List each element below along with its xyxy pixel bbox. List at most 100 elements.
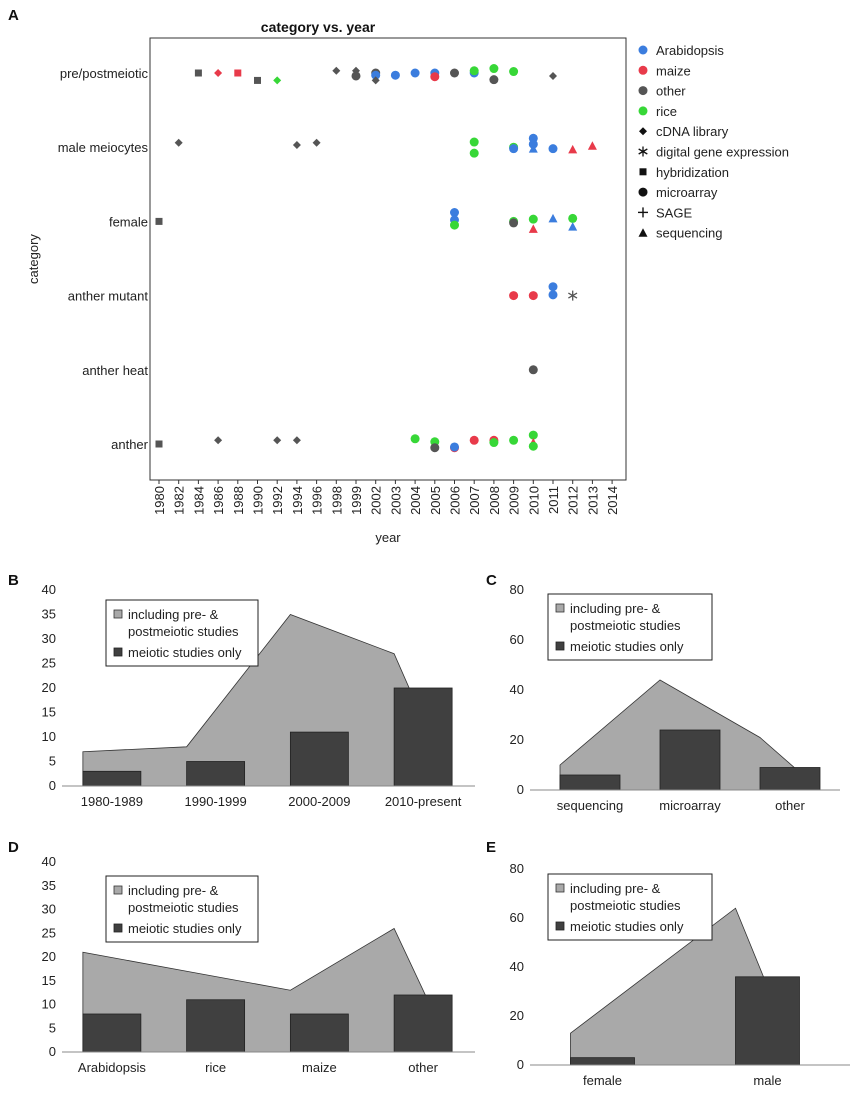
scatter-point [312,138,321,147]
scatter-category-label: male meiocytes [58,140,149,155]
scatter-point [214,69,223,77]
scatter-category-label: anther [111,437,149,452]
scatter-x-tick-label: 2011 [546,486,561,514]
scatter-point [528,214,538,224]
x-category-label: 2000-2009 [288,794,350,809]
y-tick-label: 30 [42,631,56,646]
legend-label-line1: including pre- & [128,883,219,898]
scatter-x-tick-label: 2004 [408,486,423,515]
scatter-x-tick-label: 2002 [369,486,384,515]
bar-meiotic-only [393,994,453,1053]
y-tick-label: 0 [517,782,524,797]
scatter-point [351,71,361,81]
scatter-point [214,436,223,445]
y-tick-label: 20 [510,1008,524,1023]
scatter-points [155,64,597,453]
y-tick-label: 20 [42,680,56,695]
bar-meiotic-only [759,767,821,791]
y-tick-label: 35 [42,607,56,622]
scatter-point [430,443,440,453]
legend-box [105,599,259,667]
scatter-x-tick-label: 1984 [191,486,206,515]
scatter-point [410,68,420,78]
scatter-x-tick-label: 1994 [290,486,305,515]
legend-label-line1: including pre- & [128,607,219,622]
legend-label-line2: postmeiotic studies [570,898,681,913]
scatter-point [469,435,479,445]
bar-meiotic-only [559,774,621,791]
bar-meiotic-only [289,1013,349,1053]
y-tick-label: 40 [42,582,56,597]
scatter-point [332,66,341,75]
legend-swatch-light [113,609,123,619]
legend-entry-label: Arabidopsis [656,43,724,58]
legend-entry-label: sequencing [656,226,723,241]
legend-marker [638,45,648,55]
scatter-point [469,66,479,76]
legend-entry-label: rice [656,104,677,119]
x-category-label: maize [302,1060,337,1075]
panel-letter-d: D [8,839,19,856]
scatter-point [509,67,519,77]
scatter-x-tick-label: 2007 [467,486,482,515]
x-category-label: female [583,1073,622,1088]
legend-box [105,875,259,943]
scatter-point [528,144,538,153]
x-category-label: sequencing [557,798,624,813]
y-tick-label: 35 [42,878,56,893]
scatter-point [528,365,538,375]
y-tick-label: 20 [510,732,524,747]
scatter-x-tick-label: 2005 [428,486,443,515]
bar-meiotic-only [393,687,453,787]
scatter-point [548,290,558,300]
y-tick-label: 0 [49,1044,56,1059]
scatter-point [273,76,282,85]
scatter-point [469,148,479,158]
panel-d-chart: 0 5 10 15 20 25 30 35 40 Arabidopsis rice maize othe… [42,854,475,1075]
scatter-point [548,144,558,154]
legend-marker [638,106,648,116]
legend-entry-label: hybridization [656,165,729,180]
scatter-point [549,71,557,80]
scatter-point [254,76,261,84]
scatter-point [292,140,301,149]
scatter-point [450,442,459,452]
legend-label-line2: postmeiotic studies [570,618,681,633]
y-tick-label: 40 [510,959,524,974]
scatter-category-label: female [109,214,148,229]
scatter-x-tick-label: 1990 [251,486,266,515]
legend-entry-label: maize [656,63,691,78]
legend-box [547,593,713,661]
x-category-label: 2010-present [385,794,462,809]
panel-letter-a: A [8,7,19,24]
y-tick-label: 30 [42,902,56,917]
legend-swatch-light [555,883,565,893]
y-tick-label: 25 [42,656,56,671]
scatter-x-tick-label: 2014 [605,486,620,515]
legend-marker [638,146,648,157]
scatter-point [234,69,242,77]
scatter-x-tick-label: 2012 [566,486,581,515]
scatter-point [450,68,459,78]
asterisk-arm [638,148,648,155]
bar-meiotic-only [735,976,800,1066]
scatter-point [390,70,400,80]
scatter-category-label: anther mutant [68,289,149,304]
legend-swatch-light [113,885,123,895]
scatter-point [528,224,538,233]
y-tick-label: 5 [49,1020,56,1035]
scatter-x-tick-label: 1998 [329,486,344,515]
scatter-point [568,222,578,231]
scatter-point [273,436,282,445]
scatter-point [292,436,301,445]
panel-b-chart: 0 5 10 15 20 25 30 35 40 1980-1989 1990-1999 2000-2… [42,582,475,809]
y-tick-label: 60 [510,632,524,647]
scatter-point [509,291,519,301]
scatter-point [155,440,163,448]
scatter-point [489,64,499,74]
panel-e-chart: 0 20 40 60 80 female male including pre- & postm… [510,861,850,1088]
scatter-point [155,217,163,225]
y-tick-label: 10 [42,997,56,1012]
legend-marker [638,207,648,218]
